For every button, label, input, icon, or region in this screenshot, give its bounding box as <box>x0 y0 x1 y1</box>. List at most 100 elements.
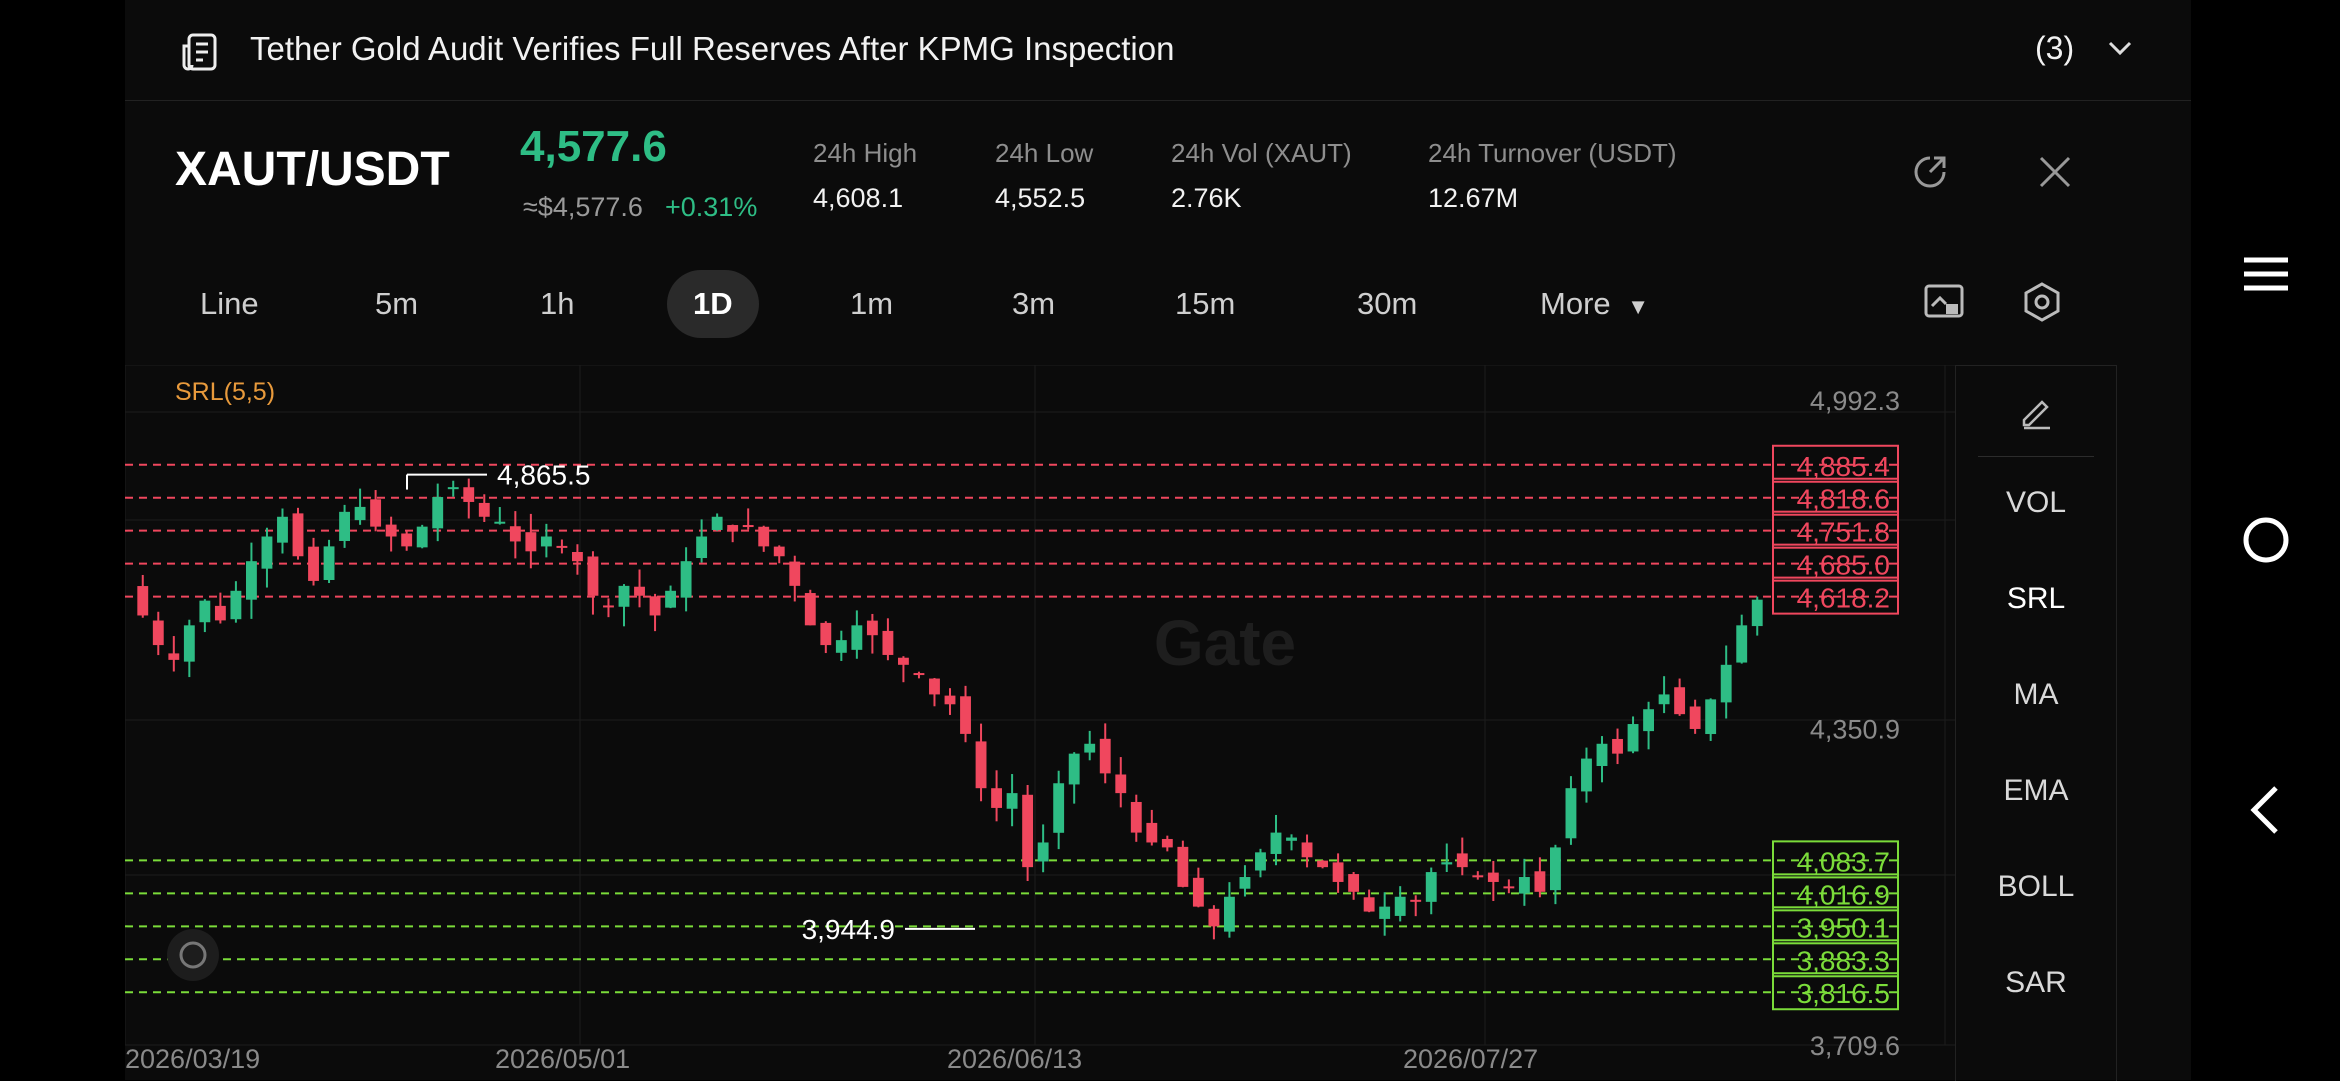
settings-icon[interactable] <box>2020 280 2064 324</box>
candle-body <box>1317 860 1329 868</box>
candle-body <box>835 640 847 653</box>
tab-1m[interactable]: 1m <box>850 286 894 321</box>
tab-line[interactable]: Line <box>200 286 259 321</box>
candle-body <box>1549 847 1561 891</box>
candlestick-chart[interactable]: Gate 4,885.44,818.64,751.84,685.04,618.2… <box>125 365 1955 1080</box>
candle-body <box>1643 709 1655 732</box>
support-level-label: 3,816.5 <box>1797 978 1890 1009</box>
home-icon[interactable] <box>2240 514 2292 566</box>
support-level-label: 3,883.3 <box>1797 945 1890 976</box>
candle-body <box>742 525 754 528</box>
indicator-sidebar: VOL SRL MA EMA BOLL SAR <box>1955 365 2117 1081</box>
tab-5m[interactable]: 5m <box>375 286 419 321</box>
news-ticker[interactable]: Tether Gold Audit Verifies Full Reserves… <box>125 0 2191 101</box>
sidebar-item-boll[interactable]: BOLL <box>1997 870 2075 903</box>
candle-body <box>1425 872 1437 902</box>
candle-body <box>1239 877 1251 889</box>
candle-body <box>540 536 552 547</box>
candle-body <box>1286 837 1297 841</box>
tab-15m[interactable]: 15m <box>1175 286 1236 321</box>
support-level-label: 3,950.1 <box>1797 912 1890 943</box>
candle-body <box>1612 738 1623 754</box>
watermark: Gate <box>1154 607 1296 679</box>
pair-title[interactable]: XAUT/USDT <box>175 143 450 196</box>
srl-levels: 4,885.44,818.64,751.84,685.04,618.2 4,083… <box>125 444 1900 1011</box>
stat-label: 24h High <box>813 138 918 168</box>
candle-body <box>1006 793 1018 809</box>
candle-body <box>1736 625 1748 663</box>
candle-body <box>1751 599 1763 627</box>
sidebar-item-ema[interactable]: EMA <box>2003 774 2069 807</box>
news-title[interactable]: Tether Gold Audit Verifies Full Reserves… <box>250 30 1175 67</box>
stat-high: 24h High 4,608.1 <box>813 138 917 214</box>
support-level-box <box>1772 873 1899 912</box>
tab-1d[interactable]: 1D <box>667 270 759 338</box>
close-icon[interactable] <box>2035 152 2075 192</box>
open-full-icon[interactable] <box>1910 152 1950 192</box>
back-icon[interactable] <box>2240 784 2292 836</box>
resistance-level-label: 4,618.2 <box>1797 583 1890 614</box>
x-tick-label: 2026/06/13 <box>947 1044 1082 1074</box>
candle-body <box>929 678 940 695</box>
chart-logo-icon[interactable] <box>167 929 219 981</box>
resistance-level-label: 4,885.4 <box>1797 451 1890 482</box>
candle-body <box>1518 877 1530 894</box>
candle-body <box>370 499 382 527</box>
candle-body <box>1084 743 1096 753</box>
menu-icon[interactable] <box>2240 248 2292 300</box>
candle-body <box>1581 758 1592 792</box>
support-level-box <box>1772 840 1899 879</box>
support-level-box <box>1772 972 1899 1011</box>
chart-labels: 4,865.5 3,944.9 <box>406 460 975 945</box>
candle-body <box>665 590 677 608</box>
sidebar-item-ma[interactable]: MA <box>2013 678 2059 711</box>
chevron-down-icon[interactable] <box>2105 33 2135 63</box>
sidebar-item-srl[interactable]: SRL <box>2006 582 2066 615</box>
resistance-level-label: 4,751.8 <box>1797 517 1890 548</box>
candle-body <box>245 561 257 600</box>
trading-panel: Tether Gold Audit Verifies Full Reserves… <box>125 0 2191 1081</box>
candle-body <box>463 487 475 502</box>
support-level-box <box>1772 939 1899 978</box>
price-change: +0.31% <box>665 192 758 222</box>
support-level-label: 4,083.7 <box>1797 846 1890 877</box>
candle-body <box>416 526 428 548</box>
candle-body <box>991 788 1003 808</box>
candle-body <box>975 741 987 789</box>
tab-more[interactable]: More ▼ <box>1540 286 1649 322</box>
resistance-level-label: 4,685.0 <box>1797 550 1890 581</box>
stat-value: 4,608.1 <box>813 183 904 213</box>
pencil-icon[interactable] <box>2018 394 2054 430</box>
candle-body <box>1689 706 1701 729</box>
tab-3m[interactable]: 3m <box>1012 286 1056 321</box>
candle-body <box>1394 896 1406 916</box>
sidebar-item-sar[interactable]: SAR <box>2005 966 2067 999</box>
tab-30m[interactable]: 30m <box>1357 286 1418 321</box>
support-level-label: 4,016.9 <box>1797 879 1890 910</box>
y-tick-label: 4,350.9 <box>1810 715 1900 745</box>
candle-body <box>851 625 863 650</box>
candle-body <box>897 657 909 665</box>
candle-body <box>1037 842 1049 862</box>
candle-body <box>1068 753 1080 785</box>
candle-body <box>478 502 490 517</box>
resistance-level-box <box>1772 576 1899 615</box>
chart-image-icon[interactable] <box>1922 280 1966 324</box>
candle-body <box>1441 862 1453 865</box>
candle-body <box>354 506 366 521</box>
y-tick-label: 4,992.3 <box>1810 386 1900 416</box>
candle-body <box>1053 783 1065 833</box>
candle-body <box>1099 738 1111 774</box>
indicator-label[interactable]: SRL(5,5) <box>175 378 275 406</box>
support-level-box <box>1772 906 1899 945</box>
sidebar-item-vol[interactable]: VOL <box>2005 486 2067 519</box>
candle-body <box>1472 875 1484 878</box>
candle-body <box>1115 774 1127 794</box>
news-icon <box>182 33 217 71</box>
candle-body <box>1503 886 1515 889</box>
candle-body <box>1208 908 1220 927</box>
tab-1h[interactable]: 1h <box>540 286 575 321</box>
chart-grid <box>125 365 1955 1046</box>
approx-price: ≈$4,577.6 <box>523 192 643 222</box>
candle-body <box>866 620 878 636</box>
